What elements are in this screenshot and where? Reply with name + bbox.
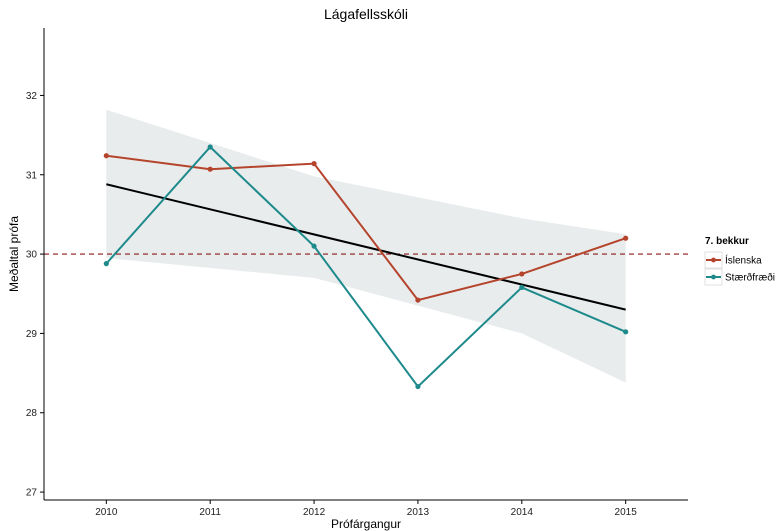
legend-title: 7. bekkur [705,236,749,247]
y-tick-label: 29 [26,329,38,340]
y-tick-label: 28 [26,408,38,419]
y-tick-label: 32 [26,91,38,102]
x-tick-label: 2011 [199,507,221,518]
data-point [103,153,109,159]
y-axis-title: Meðaltal prófa [7,216,21,292]
x-tick-label: 2012 [303,507,326,518]
x-tick-label: 2015 [615,507,638,518]
legend-label: Stærðfræði [725,272,775,284]
x-tick-label: 2013 [407,507,430,518]
y-tick-label: 31 [26,170,38,181]
data-point [519,284,525,291]
data-point [415,297,421,303]
data-point [623,329,629,335]
legend-label: Íslenska [725,254,762,267]
legend-item: Stærðfræði [704,268,775,286]
trend-line-path [106,183,626,311]
data-point [623,235,629,241]
axes: 27 28 29 30 31 32 2010 2011 2012 2013 2014 2015 [26,28,688,518]
legend-item: Íslenska [704,251,762,269]
legend-key-point [711,274,716,280]
legend-key-point [711,257,716,263]
data-point [519,271,525,277]
x-tick-label: 2014 [511,507,534,518]
data-point [311,243,317,249]
data-point [415,383,421,390]
x-tick-label: 2010 [95,507,118,518]
series-line [105,145,627,389]
x-axis-title: Prófárgangur [331,517,401,531]
data-point [103,261,109,267]
data-point [207,166,213,172]
data-point [207,144,213,150]
data-point [311,161,317,167]
series-1 [103,144,629,390]
y-tick-label: 27 [26,488,38,499]
y-tick-label: 30 [26,250,38,261]
legend: 7. bekkur Íslenska Stærðfræði [704,236,775,286]
trend-line [106,183,626,311]
series-lines [103,144,629,390]
chart-title: Lágafellsskóli [324,6,408,22]
